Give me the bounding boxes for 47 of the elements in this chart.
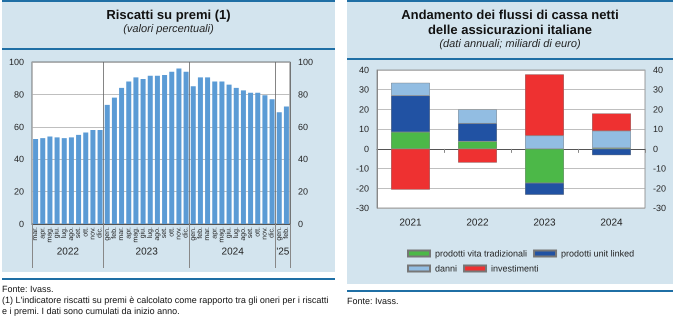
- source-note: Fonte: Ivass.: [347, 296, 400, 307]
- y-tick-label: -20: [356, 183, 369, 194]
- y2-tick-label: 20: [298, 186, 308, 197]
- chart-subtitle: (valori percentuali): [122, 22, 215, 37]
- text: '25: [276, 246, 290, 258]
- y-tick-label: 0: [364, 144, 369, 154]
- text: (1) L'indicatore riscatti su premi è calcolato come rapporto tra gli oneri per i riscatti e i premi. I dati sono cumulati da inizio anno.: [2, 295, 330, 317]
- y2-tick-label: 80: [298, 89, 308, 100]
- y2-tick-label: 0: [298, 219, 304, 229]
- y-tick-label: 20: [358, 104, 369, 114]
- y-tick-label: 30: [358, 84, 369, 95]
- x-tick-label: 2021: [399, 218, 422, 228]
- y-tick-label: 40: [358, 65, 369, 75]
- y-tick-label: 80: [14, 89, 24, 100]
- legend-label: prodotti vita tradizionali: [435, 248, 528, 258]
- y-tick-label: 100: [8, 57, 24, 67]
- y2-tick-label: 60: [298, 122, 308, 132]
- y2-tick-label: 10: [653, 124, 664, 134]
- chart-title: Riscatti su premi (1): [105, 7, 232, 22]
- y-tick-label: 40: [14, 154, 24, 164]
- y2-tick-label: -20: [653, 183, 666, 194]
- y-tick-label: 10: [358, 124, 369, 134]
- legend-label: investimenti: [491, 264, 539, 274]
- y2-tick-label: 30: [653, 84, 664, 95]
- chart-subtitle: (dati annuali; miliardi di euro): [438, 37, 582, 52]
- x-tick-label: 2023: [533, 218, 556, 228]
- y-tick-label: -10: [356, 164, 369, 174]
- y2-tick-label: -10: [653, 164, 666, 174]
- y2-tick-label: 20: [653, 104, 664, 114]
- y-tick-label: -30: [356, 203, 369, 213]
- y2-tick-label: 100: [298, 57, 314, 67]
- y-tick-label: 0: [18, 219, 24, 229]
- chart-title: Andamento dei flussi di cassa netti delle assicurazioni italiane: [400, 7, 620, 37]
- y-tick-label: 60: [14, 122, 24, 132]
- y2-tick-label: 40: [653, 65, 664, 75]
- x-tick-label: 2024: [600, 218, 624, 228]
- y2-tick-label: -30: [653, 203, 666, 213]
- y2-tick-label: 40: [298, 154, 308, 164]
- x-tick-label: 2022: [466, 218, 490, 228]
- source-note: Fonte: Ivass.: [2, 284, 55, 295]
- y-tick-label: 20: [14, 186, 24, 197]
- text: 2024: [222, 246, 244, 258]
- legend-label: prodotti unit linked: [561, 248, 634, 258]
- legend-label: danni: [435, 264, 458, 274]
- text: 2022: [56, 246, 80, 258]
- y2-tick-label: 0: [653, 144, 658, 154]
- text: 2023: [136, 246, 158, 258]
